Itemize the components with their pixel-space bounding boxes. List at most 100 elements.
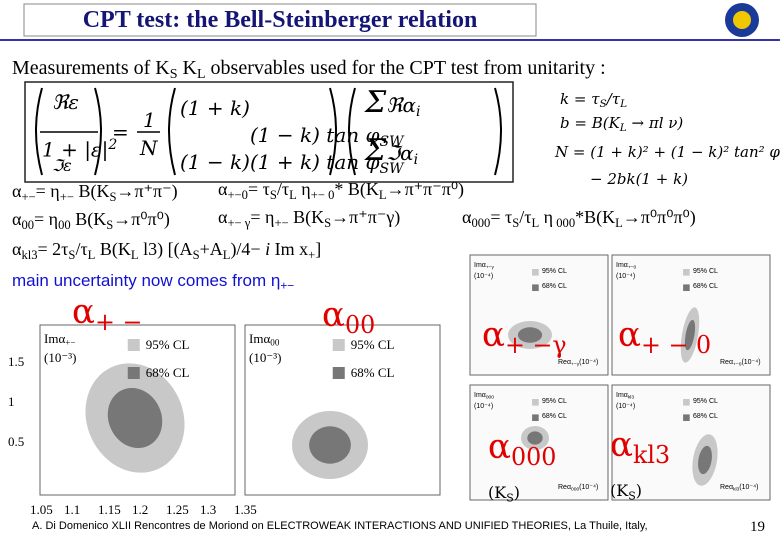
text-segment: L xyxy=(620,98,628,111)
text-segment: 00 xyxy=(58,217,71,232)
text-segment: i xyxy=(416,104,421,121)
text-segment: →π⁺π⁻π⁰) xyxy=(386,179,465,199)
text-segment: +−γ xyxy=(571,362,580,368)
legend-label: 68% CL xyxy=(542,283,567,291)
definition: b = B(KL → πl ν) xyxy=(560,116,683,134)
text-segment: /τ xyxy=(519,207,532,227)
text-segment: i xyxy=(413,152,419,169)
text-segment: Measurements of K xyxy=(12,57,170,79)
text-segment: Imα xyxy=(616,392,628,399)
y-tick-label: 1.5 xyxy=(8,354,25,369)
legend-label: 95% CL xyxy=(145,337,190,352)
text-segment: 000 xyxy=(485,395,494,401)
text-segment: = τ xyxy=(490,207,513,227)
text-segment: (10⁻³) xyxy=(249,349,282,365)
text-segment: + −γ xyxy=(504,331,567,360)
page-number: 19 xyxy=(750,519,765,535)
legend-label: 68% CL xyxy=(693,283,718,291)
text-segment: (10⁻⁴) xyxy=(739,484,759,491)
text-segment: 1 + |ε| xyxy=(42,137,109,162)
text-segment: 2 xyxy=(108,137,118,153)
axis-label: Imα+−0 (10⁻⁴) xyxy=(616,261,636,281)
y-tick-label: 0.5 xyxy=(8,434,25,449)
paren xyxy=(168,87,502,176)
text-segment: (10⁻⁴) xyxy=(579,359,599,366)
text-segment: +− 0 xyxy=(310,187,335,202)
text-segment: S xyxy=(324,215,332,230)
text-segment: Imα xyxy=(44,331,66,346)
text-segment: →π⁺π⁻) xyxy=(116,181,178,201)
text-segment: →π⁰π⁰) xyxy=(113,209,170,229)
text-segment: 000 xyxy=(571,487,580,493)
alpha-definition: α00= η00 B(KS→π⁰π⁰) xyxy=(12,210,170,231)
text-segment: 000 xyxy=(471,215,491,230)
eq-term: (1 − k) xyxy=(180,150,250,174)
text-segment: /τ xyxy=(75,239,88,259)
legend-swatch xyxy=(683,414,690,421)
text-segment: Imα xyxy=(249,331,271,346)
text-segment: L xyxy=(222,247,231,262)
legend-label: 68% CL xyxy=(350,365,395,380)
text-segment: +− xyxy=(65,337,76,348)
eq-term: ℜε xyxy=(52,90,80,114)
contour-68 xyxy=(107,387,163,449)
plot-label: α+ −γ xyxy=(482,318,567,358)
legend-swatch xyxy=(532,269,539,276)
text-segment: Reα xyxy=(558,359,571,366)
axis-label: Reαkl3(10⁻⁴) xyxy=(720,484,758,493)
text-segment: kl3 xyxy=(21,247,38,262)
text-segment: 00 xyxy=(270,337,280,348)
text-segment: b = B(K xyxy=(560,114,620,132)
legend-swatch xyxy=(532,399,539,406)
contour-68 xyxy=(309,426,351,464)
legend-swatch xyxy=(127,367,140,379)
plot-label: αkl3 (KS) xyxy=(610,428,670,502)
text-segment: L xyxy=(196,67,206,83)
text-segment: α xyxy=(12,209,22,229)
legend-swatch xyxy=(532,284,539,291)
text-segment: (10⁻⁴) xyxy=(474,272,494,280)
text-segment: kl3 xyxy=(733,487,740,493)
text-segment: (10⁻³) xyxy=(44,349,77,365)
text-segment: (10⁻⁴) xyxy=(579,484,599,491)
text-segment: +− xyxy=(280,278,295,293)
axis-label: Imα00 (10⁻³) xyxy=(249,331,281,366)
text-segment: +A xyxy=(199,239,223,259)
text-segment: α xyxy=(218,207,228,227)
text-segment: /τ xyxy=(606,90,621,108)
text-segment: S xyxy=(109,189,117,204)
x-tick-label: 1.3 xyxy=(200,502,217,517)
equation-box xyxy=(24,81,514,183)
text-segment: 000 xyxy=(553,215,576,230)
text-segment: L xyxy=(130,247,139,262)
text-segment: L xyxy=(87,247,96,262)
contour-68 xyxy=(517,327,543,343)
axis-label: Reα000(10⁻⁴) xyxy=(558,484,598,493)
legend-swatch xyxy=(532,414,539,421)
text-segment: (10⁻⁴) xyxy=(474,402,494,410)
eq-term: ℑε xyxy=(52,156,72,175)
plot-label: α000 (KS) xyxy=(488,430,556,504)
text-segment: observables used for the CPT test from u… xyxy=(205,57,606,79)
eq-term: (1 + k) xyxy=(180,96,250,120)
axis-label: Imαkl3 (10⁻⁴) xyxy=(616,391,635,411)
axis-label: Imα+− (10⁻³) xyxy=(44,331,76,366)
title: CPT test: the Bell-Steinberger relation xyxy=(82,7,478,33)
legend-label: 68% CL xyxy=(693,413,718,421)
text-segment: B(K xyxy=(288,207,325,227)
x-tick-label: 1.25 xyxy=(166,502,189,517)
text-segment: S xyxy=(68,247,76,262)
text-segment: + xyxy=(308,247,316,262)
contour-68 xyxy=(684,319,696,351)
axis-label: Reα+−0(10⁻⁴) xyxy=(720,359,761,368)
text-segment: kl3 xyxy=(627,395,635,401)
text-segment: SW xyxy=(379,134,404,151)
x-tick-label: 1.05 xyxy=(30,502,53,517)
text-segment: α xyxy=(218,179,228,199)
text-segment: = η xyxy=(35,181,60,201)
text-segment: ) xyxy=(513,482,520,502)
text-segment: α xyxy=(322,295,345,335)
x-tick-label: 1.15 xyxy=(98,502,121,517)
